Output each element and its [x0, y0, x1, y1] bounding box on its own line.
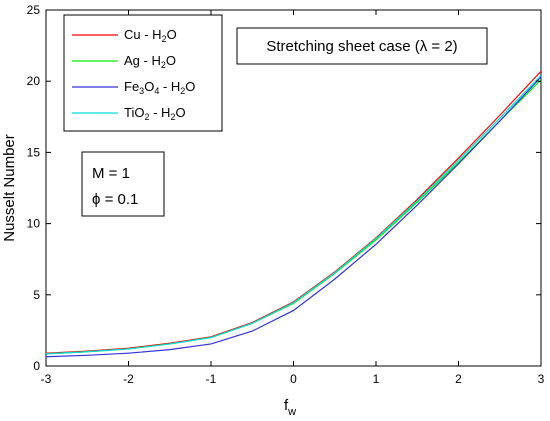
legend-box [63, 14, 223, 132]
x-tick-label: -1 [206, 372, 217, 386]
x-tick-label: -2 [123, 372, 134, 386]
series-line-3 [45, 76, 542, 358]
x-tick-label: -3 [41, 372, 52, 386]
legend-label-part: TiO [124, 105, 144, 120]
series-line-4 [45, 75, 542, 355]
legend-label-4: TiO2 - H2O [124, 105, 186, 122]
legend-label-part: O [144, 79, 154, 94]
legend-label-part: 2 [180, 86, 185, 96]
legend-label-part: O [167, 27, 177, 42]
series-layer [45, 70, 542, 358]
legend-label-part: Fe [124, 79, 139, 94]
y-tick-label: 20 [27, 74, 41, 88]
legend-label-part: Ag - H [124, 53, 161, 68]
parameter-annotation-box [81, 151, 165, 217]
legend-label-part: O [185, 79, 195, 94]
legend-label-1: Cu - H2O [124, 27, 177, 44]
param-m-text: M = 1 [92, 165, 130, 182]
legend-label-part: 2 [144, 112, 149, 122]
legend-label-part: 2 [161, 60, 166, 70]
x-axis-label: fw [284, 397, 296, 418]
y-tick-label: 5 [33, 288, 40, 302]
x-tick-label: 2 [455, 372, 462, 386]
parameter-annotation: M = 1 ϕ = 0.1 [81, 151, 165, 217]
legend-label-3: Fe3O4 - H2O [124, 79, 195, 96]
y-axis-label: Nusselt Number [1, 134, 18, 242]
legend-label-part: 3 [139, 86, 144, 96]
case-annotation-box [236, 27, 488, 65]
x-tick-label: 0 [290, 372, 297, 386]
y-tick-label: 0 [33, 359, 40, 373]
legend-label-part: 2 [170, 112, 175, 122]
legend-label-part: - H [149, 105, 170, 120]
legend-label-part: O [166, 53, 176, 68]
legend-label-part: - H [159, 79, 180, 94]
y-tick-label: 10 [27, 217, 41, 231]
y-tick-label: 25 [27, 3, 41, 17]
x-axis-label-main: f [284, 397, 289, 414]
case-annotation: Stretching sheet case (λ = 2) [236, 27, 488, 65]
legend-label-part: O [175, 105, 185, 120]
ticks-layer: -3 -2 -1 0 1 2 3 0 5 10 15 20 25 [27, 3, 545, 386]
x-axis-label-sub: w [287, 406, 296, 418]
legend-label-part: Cu - H [124, 27, 162, 42]
param-phi-text: ϕ = 0.1 [92, 191, 138, 208]
legend-label-2: Ag - H2O [124, 53, 176, 70]
legend-label-part: 4 [154, 86, 159, 96]
y-tick-label: 15 [27, 145, 41, 159]
case-annotation-text: Stretching sheet case (λ = 2) [266, 38, 457, 55]
x-tick-label: 1 [373, 372, 380, 386]
legend-label-part: 2 [162, 34, 167, 44]
x-tick-label: 3 [538, 372, 545, 386]
